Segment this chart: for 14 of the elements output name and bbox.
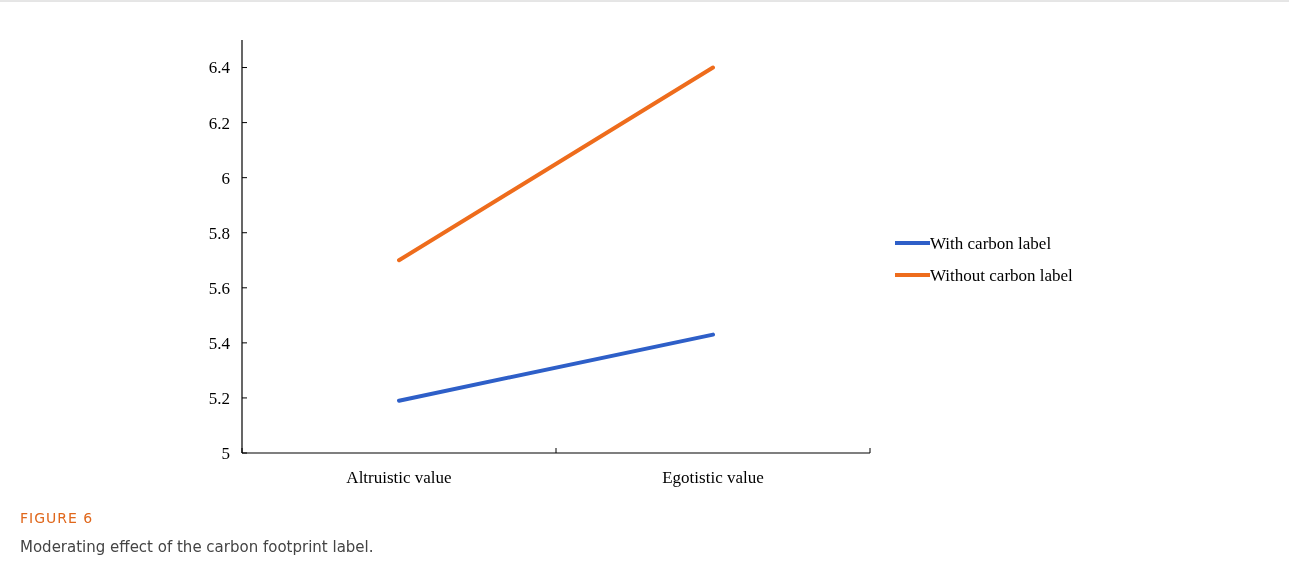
y-tick-label: 6.2	[208, 113, 230, 133]
legend-label: With carbon label	[930, 233, 1052, 253]
y-tick-label: 5	[221, 443, 230, 463]
y-tick-label: 5.2	[208, 388, 230, 408]
y-tick-label: 5.4	[208, 333, 231, 353]
y-tick-label: 6	[221, 168, 230, 188]
y-tick-label: 5.6	[208, 278, 230, 298]
text: Moderating effect of the carbon footprint label.	[20, 538, 374, 556]
text: FIGURE 6	[20, 510, 94, 526]
x-tick-label: Egotistic value	[662, 468, 764, 487]
x-tick-label: Altruistic value	[346, 468, 452, 487]
y-tick-label: 6.4	[208, 58, 231, 78]
y-tick-label: 5.8	[208, 223, 230, 243]
legend-label: Without carbon label	[930, 265, 1074, 285]
